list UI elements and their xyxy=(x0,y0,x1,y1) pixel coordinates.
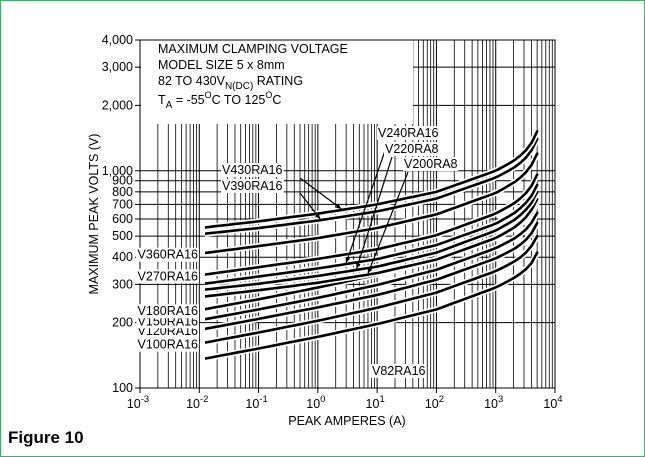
x-axis-label: PEAK AMPERES (A) xyxy=(288,414,405,428)
leader-arrowhead xyxy=(315,213,321,220)
series-label-v240ra16: V240RA16 xyxy=(378,126,439,140)
series-curve-v200ra8 xyxy=(205,197,539,298)
x-tick-label: 10-2 xyxy=(186,394,208,411)
series-label-v220ra8: V220RA8 xyxy=(385,142,439,156)
y-tick-label: 800 xyxy=(112,185,133,199)
title-line-3: 82 TO 430VN(DC) RATING xyxy=(158,74,303,92)
leader-arrowhead xyxy=(367,267,373,274)
y-tick-label: 3,000 xyxy=(102,60,133,74)
leader-arrowhead xyxy=(335,203,342,209)
x-tick-label: 101 xyxy=(366,394,385,411)
series-label-v270ra16: V270RA16 xyxy=(138,269,199,283)
series-label-background xyxy=(221,163,284,177)
curves xyxy=(205,129,540,362)
title-box: MAXIMUM CLAMPING VOLTAGE MODEL SIZE 5 x … xyxy=(158,42,348,111)
series-label-background xyxy=(403,157,459,171)
series-label-v100ra16: V100RA16 xyxy=(138,338,199,352)
series-label-v82ra16: V82RA16 xyxy=(372,364,426,378)
series-label-background xyxy=(136,304,199,319)
y-tick-label: 1,000 xyxy=(102,164,133,178)
leader-line xyxy=(367,171,409,274)
leader-arrowhead xyxy=(345,257,351,264)
y-tick-label: 700 xyxy=(112,197,133,211)
y-tick-label: 400 xyxy=(112,250,133,264)
x-tick-label: 102 xyxy=(425,394,444,411)
y-tick-label: 600 xyxy=(112,212,133,226)
title-box-background xyxy=(141,38,413,124)
series-curve-v240ra16 xyxy=(205,183,539,285)
y-tick-label: 300 xyxy=(112,277,133,291)
series-label-v360ra16: V360RA16 xyxy=(138,248,199,262)
y-tick-label: 2,000 xyxy=(102,98,133,112)
axes: 10-3 10-2 10-1 100 101 102 103 104 100 200 300 400 5… xyxy=(102,33,563,411)
plot-frame xyxy=(139,39,556,389)
series-curve-v270ra16 xyxy=(205,173,539,276)
leader-line xyxy=(299,177,342,210)
y-tick-label: 200 xyxy=(112,316,133,330)
clamping-voltage-chart: 10-3 10-2 10-1 100 101 102 103 104 100 200 300 400 5… xyxy=(87,33,563,428)
leader-line xyxy=(356,156,393,270)
series-curve-v360ra16 xyxy=(205,152,539,255)
series-label-background xyxy=(384,142,440,156)
figure-caption: Figure 10 xyxy=(8,428,84,447)
series-label-background xyxy=(371,364,427,378)
leader-arrowhead xyxy=(356,262,361,269)
title-line-2: MODEL SIZE 5 x 8mm xyxy=(158,58,285,72)
series-label-v180ra16: V180RA16 xyxy=(138,304,199,318)
y-tick-label: 500 xyxy=(112,229,133,243)
y-tick-label: 900 xyxy=(112,174,133,188)
series-label-v390ra16: V390RA16 xyxy=(222,179,283,193)
series-curve-v430ra16 xyxy=(205,130,539,229)
x-tick-label: 10-3 xyxy=(127,394,149,411)
series-label-background xyxy=(221,179,284,193)
series-curve-v390ra16 xyxy=(205,137,539,235)
series-label-background xyxy=(136,247,199,262)
x-tick-label: 10-1 xyxy=(245,394,267,411)
series-curve-v82ra16 xyxy=(205,251,539,360)
title-line-1: MAXIMUM CLAMPING VOLTAGE xyxy=(158,42,348,56)
series-label-background xyxy=(136,269,199,284)
title-line-4: TA = -55OC TO 125OC xyxy=(158,90,281,111)
series-curve-v100ra16 xyxy=(205,234,539,344)
y-tick-label: 100 xyxy=(112,381,133,395)
x-tick-label: 103 xyxy=(484,394,503,411)
y-axis-label: MAXIMUM PEAK VOLTS (V) xyxy=(87,134,101,295)
series-labels: V100RA16V120RA16V150RA16V180RA16V270RA16… xyxy=(136,126,459,378)
series-curve-v120ra16 xyxy=(205,221,539,331)
series-label-background xyxy=(377,126,440,140)
series-curve-v150ra16 xyxy=(205,211,539,321)
x-tick-label: 100 xyxy=(306,394,325,411)
series-label-background xyxy=(136,337,199,352)
x-tick-label: 104 xyxy=(543,394,562,411)
y-tick-label: 4,000 xyxy=(102,33,133,47)
series-label-v200ra8: V200RA8 xyxy=(404,157,458,171)
series-label-v430ra16: V430RA16 xyxy=(222,163,283,177)
leader-line xyxy=(345,141,389,264)
